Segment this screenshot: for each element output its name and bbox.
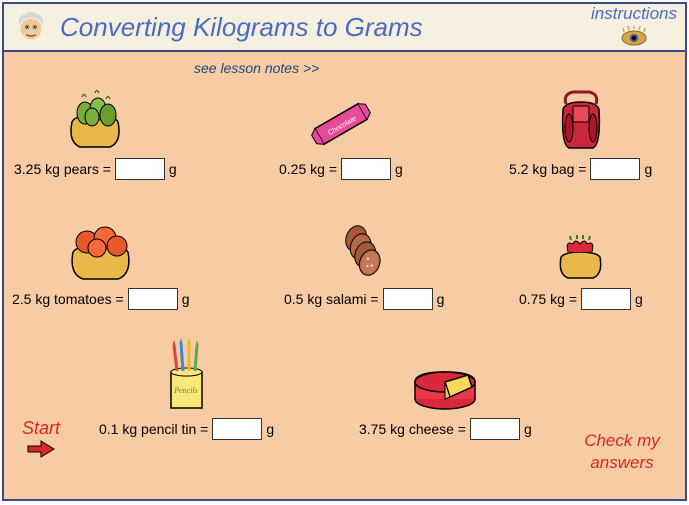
header: Converting Kilograms to Grams instructio… <box>2 2 687 52</box>
item-pencils: Pencils 0.1 kg pencil tin = g <box>99 342 274 440</box>
item-unit: g <box>266 421 274 437</box>
start-label: Start <box>22 418 60 439</box>
item-tomatoes: 2.5 kg tomatoes = g <box>12 212 189 310</box>
item-row: 0.75 kg = g <box>519 288 643 310</box>
item-prefix: 0.25 kg = <box>279 161 337 177</box>
start-button[interactable]: Start <box>22 418 60 464</box>
chocolate-icon: Chocolate <box>279 82 403 152</box>
item-row: 0.25 kg = g <box>279 158 403 180</box>
item-unit: g <box>169 161 177 177</box>
cheese-icon <box>359 342 532 412</box>
item-prefix: 3.75 kg cheese = <box>359 421 466 437</box>
salami-icon <box>284 212 444 282</box>
svg-text:Pencils: Pencils <box>173 386 198 395</box>
item-unit: g <box>437 291 445 307</box>
item-prefix: 0.75 kg = <box>519 291 577 307</box>
item-prefix: 3.25 kg pears = <box>14 161 111 177</box>
item-strawb: 0.75 kg = g <box>519 212 643 310</box>
eye-icon <box>620 26 648 46</box>
item-unit: g <box>182 291 190 307</box>
answer-input-cheese[interactable] <box>470 418 520 440</box>
answer-input-salami[interactable] <box>383 288 433 310</box>
item-unit: g <box>635 291 643 307</box>
bag-icon <box>509 82 652 152</box>
item-row: 0.1 kg pencil tin = g <box>99 418 274 440</box>
item-unit: g <box>644 161 652 177</box>
instructions-label: instructions <box>591 4 677 24</box>
item-prefix: 0.5 kg salami = <box>284 291 379 307</box>
answer-input-pencils[interactable] <box>212 418 262 440</box>
item-unit: g <box>524 421 532 437</box>
item-row: 2.5 kg tomatoes = g <box>12 288 189 310</box>
main-area: see lesson notes >> 3.25 kg pears = g Ch… <box>2 52 687 501</box>
item-prefix: 0.1 kg pencil tin = <box>99 421 208 437</box>
arrow-right-icon <box>26 439 56 459</box>
pencils-icon: Pencils <box>99 342 274 412</box>
lesson-notes-link[interactable]: see lesson notes >> <box>194 60 319 76</box>
item-salami: 0.5 kg salami = g <box>284 212 444 310</box>
item-unit: g <box>395 161 403 177</box>
instructions-button[interactable]: instructions <box>591 4 677 51</box>
item-prefix: 2.5 kg tomatoes = <box>12 291 124 307</box>
answer-input-pears[interactable] <box>115 158 165 180</box>
answer-input-tomatoes[interactable] <box>128 288 178 310</box>
item-pears: 3.25 kg pears = g <box>14 82 177 180</box>
page-title: Converting Kilograms to Grams <box>60 12 591 43</box>
answer-input-strawb[interactable] <box>581 288 631 310</box>
check-answers-button[interactable]: Check my answers <box>577 430 667 474</box>
strawberries-icon <box>519 212 643 282</box>
einstein-icon <box>12 8 50 46</box>
item-prefix: 5.2 kg bag = <box>509 161 586 177</box>
item-row: 3.75 kg cheese = g <box>359 418 532 440</box>
item-row: 5.2 kg bag = g <box>509 158 652 180</box>
answer-input-bag[interactable] <box>590 158 640 180</box>
item-choc: Chocolate 0.25 kg = g <box>279 82 403 180</box>
pears-icon <box>14 82 177 152</box>
answer-input-choc[interactable] <box>341 158 391 180</box>
item-bag: 5.2 kg bag = g <box>509 82 652 180</box>
item-cheese: 3.75 kg cheese = g <box>359 342 532 440</box>
tomatoes-icon <box>12 212 189 282</box>
item-row: 0.5 kg salami = g <box>284 288 444 310</box>
item-row: 3.25 kg pears = g <box>14 158 177 180</box>
